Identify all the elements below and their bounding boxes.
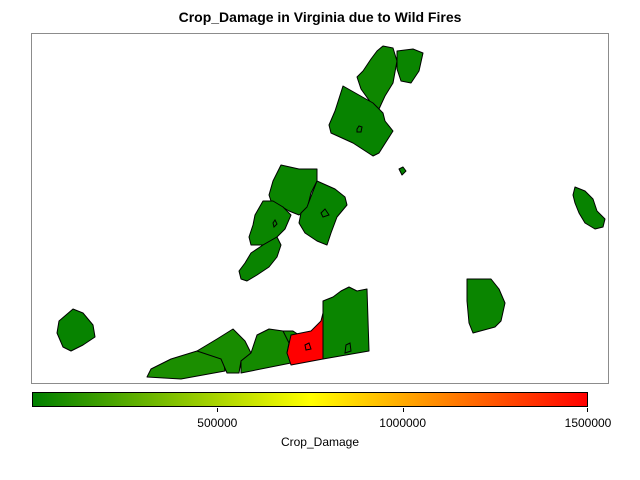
county-south-5 [286,312,324,366]
inner-boundary [272,219,278,228]
inner-boundary [304,342,312,351]
legend-tick [217,408,219,412]
county-valley-1 [268,164,318,216]
map-area [31,33,609,384]
legend-tick [402,408,404,412]
chart-title: Crop_Damage in Virginia due to Wild Fire… [178,9,462,25]
legend-tick-label: 1000000 [379,416,427,430]
inner-boundary [344,342,352,354]
county-southwest-1 [56,308,96,352]
county-north-2 [396,48,424,84]
inner-boundary [320,208,330,218]
legend-title: Crop_Damage [280,435,360,449]
county-north-3 [328,85,394,157]
legend-tick-label: 500000 [197,416,238,430]
county-valley-2 [298,180,348,246]
color-legend-bar [32,392,588,407]
map-svg [56,45,606,380]
county-east-2 [466,278,506,334]
legend-tick [587,408,588,412]
county-valley-4 [238,236,282,282]
county-south-6 [322,286,370,360]
county-speck [398,166,407,176]
legend-tick-label: 1500000 [564,416,612,430]
inner-boundary [356,125,363,133]
county-east-1 [572,186,606,230]
